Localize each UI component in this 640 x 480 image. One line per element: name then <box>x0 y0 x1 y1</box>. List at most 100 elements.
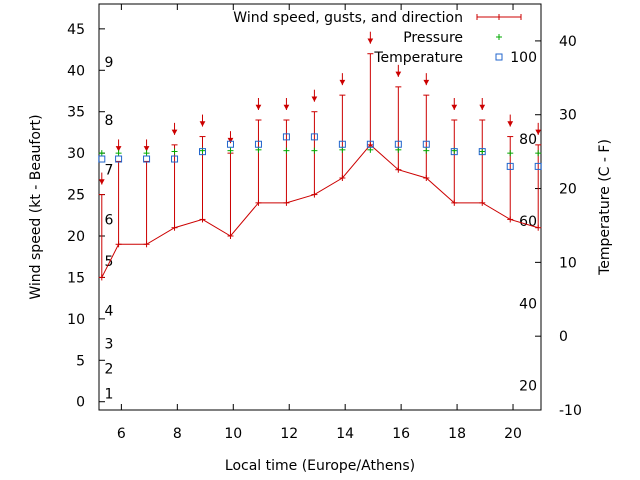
gust-bar <box>535 144 542 228</box>
beaufort-label: 2 <box>105 362 114 378</box>
x-tick-label: 8 <box>173 426 182 442</box>
beaufort-label: 9 <box>105 55 114 71</box>
gust-bar <box>98 194 105 278</box>
temperature-point <box>143 155 151 163</box>
temperature-point <box>199 148 207 156</box>
y-left-tick-label: 25 <box>67 188 85 204</box>
wind-direction-arrow <box>535 122 542 135</box>
legend-temperature-sample <box>495 53 503 61</box>
temperature-point <box>310 133 318 141</box>
pressure-point <box>171 148 178 155</box>
y-left-tick-label: 5 <box>76 353 85 369</box>
wind-speed-point <box>143 241 150 248</box>
wind-direction-arrow <box>367 31 374 44</box>
wind-direction-arrow <box>451 98 458 110</box>
legend-pressure-sample <box>496 34 502 40</box>
wind-speed-point <box>171 224 178 231</box>
y-axis-left-label: Wind speed (kt - Beaufort) <box>28 114 44 299</box>
arrow-head <box>423 79 430 86</box>
pressure-point <box>507 150 514 157</box>
arrow-head <box>479 104 486 110</box>
y-right-tick-label: 20 <box>559 182 577 198</box>
gust-bar <box>507 136 514 220</box>
fahrenheit-label: 40 <box>519 297 537 313</box>
axes-layer: 6 8 10 12 14 16 18 20051015202530354045-1001020… <box>67 3 582 442</box>
legend-temperature-label: Temperature <box>373 50 463 66</box>
y-left-tick-label: 45 <box>67 22 85 38</box>
y-left-tick-label: 35 <box>67 105 85 121</box>
wind-speed-point <box>507 216 514 223</box>
arrow-head <box>311 96 318 102</box>
gust-bar <box>451 119 458 203</box>
pressure-point <box>255 146 262 153</box>
arrow-head <box>507 121 514 127</box>
y-right-tick-label: 30 <box>559 108 577 124</box>
wind-direction-arrow <box>311 89 318 102</box>
arrow-head <box>199 121 206 127</box>
fahrenheit-label: 20 <box>519 379 537 395</box>
gust-bar <box>115 160 122 245</box>
wind-direction-arrow <box>255 98 262 110</box>
fahrenheit-label: 60 <box>519 214 537 230</box>
pressure-point <box>115 150 122 157</box>
wind-speed-point <box>339 175 346 181</box>
beaufort-label: 6 <box>105 212 114 228</box>
pressure-point <box>311 147 318 154</box>
pressure-point <box>339 146 346 153</box>
gust-bar <box>339 94 346 178</box>
arrow-head <box>143 146 150 152</box>
wind-speed-point <box>283 199 290 206</box>
temperature-point <box>422 140 430 148</box>
pressure-point <box>367 146 374 153</box>
wind-speed-point <box>255 199 262 206</box>
x-tick-label: 18 <box>448 426 466 442</box>
wind-speed-point <box>115 241 122 248</box>
y-left-tick-label: 30 <box>67 146 85 162</box>
wind-speed-point <box>479 199 486 206</box>
wind-direction-arrow <box>339 73 346 86</box>
data-layer <box>98 31 542 281</box>
temperature-point <box>506 162 514 170</box>
y-left-tick-label: 0 <box>76 395 85 411</box>
y-left-tick-label: 15 <box>67 270 85 286</box>
gust-bar <box>255 119 262 203</box>
temperature-point <box>366 140 374 148</box>
beaufort-label: 1 <box>105 386 114 402</box>
beaufort-label: 7 <box>105 163 114 179</box>
beaufort-label: 3 <box>105 337 114 353</box>
wind-direction-arrow <box>283 98 290 110</box>
wind-direction-arrow <box>479 98 486 110</box>
arrow-head <box>115 146 122 152</box>
x-axis-label: Local time (Europe/Athens) <box>225 458 415 474</box>
x-tick-label: 10 <box>224 426 242 442</box>
temperature-point <box>98 155 106 163</box>
wind-speed-point <box>311 191 318 198</box>
wind-direction-arrow <box>507 114 514 127</box>
x-tick-label: 14 <box>336 426 354 442</box>
wind-speed-point <box>395 166 402 173</box>
wind-direction-arrow <box>98 172 105 185</box>
wind-speed-point <box>199 216 206 223</box>
plot-frame <box>98 3 542 411</box>
pressure-point <box>535 150 542 157</box>
pressure-point <box>479 148 486 155</box>
wind-speed-point <box>535 224 542 231</box>
fahrenheit-label: 80 <box>519 132 537 148</box>
beaufort-label: 8 <box>105 113 114 129</box>
beaufort-label: 5 <box>105 254 114 270</box>
legend-wind-label: Wind speed, gusts, and direction <box>233 10 463 26</box>
legend-wind-sample <box>476 14 522 20</box>
pressure-point <box>283 147 290 154</box>
arrow-head <box>255 104 262 110</box>
arrow-head <box>535 129 542 135</box>
arrow-head <box>339 79 346 86</box>
temperature-point <box>534 162 542 170</box>
temperature-point <box>282 133 290 141</box>
arrow-head <box>283 104 290 110</box>
y-right-tick-label: 40 <box>559 34 577 50</box>
arrow-head <box>395 71 402 77</box>
gust-bar <box>395 86 402 170</box>
gust-bar <box>227 152 234 236</box>
temperature-point <box>450 148 458 156</box>
